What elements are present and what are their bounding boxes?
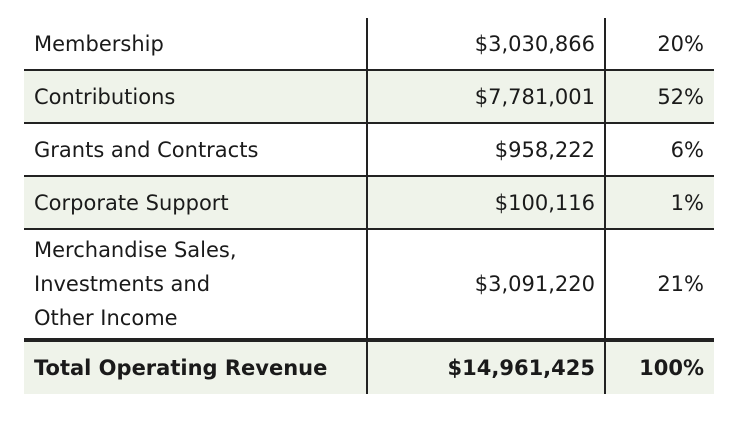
row-percent: 1% bbox=[605, 176, 714, 230]
row-percent: 6% bbox=[605, 123, 714, 177]
row-label: Membership bbox=[24, 18, 368, 71]
row-percent: 20% bbox=[605, 18, 714, 71]
row-label: Contributions bbox=[24, 70, 368, 124]
label-line: Investments and bbox=[34, 272, 211, 296]
table-row: Grants and Contracts $958,222 6% bbox=[24, 123, 714, 177]
row-amount: $3,030,866 bbox=[367, 18, 606, 71]
row-amount: $3,091,220 bbox=[367, 229, 606, 342]
label-line: Merchandise Sales, bbox=[34, 238, 237, 262]
table-body: Membership $3,030,866 20% Contributions $7,7… bbox=[24, 18, 714, 394]
label-line: Other Income bbox=[34, 306, 178, 330]
row-amount: $14,961,425 bbox=[367, 340, 606, 394]
row-label: Total Operating Revenue bbox=[24, 340, 368, 394]
row-percent: 52% bbox=[605, 70, 714, 124]
table-row: Contributions $7,781,001 52% bbox=[24, 70, 714, 124]
row-percent: 21% bbox=[605, 229, 714, 342]
row-amount: $958,222 bbox=[367, 123, 606, 177]
table-row: Membership $3,030,866 20% bbox=[24, 18, 714, 71]
row-label: Merchandise Sales, Investments and Other I… bbox=[24, 229, 368, 342]
row-label: Grants and Contracts bbox=[24, 123, 368, 177]
table-row: Merchandise Sales, Investments and Other I… bbox=[24, 229, 714, 342]
revenue-table: Membership $3,030,866 20% Contributions $7,7… bbox=[24, 18, 714, 394]
row-label: Corporate Support bbox=[24, 176, 368, 230]
table-row: Total Operating Revenue $14,961,425 100% bbox=[24, 340, 714, 394]
row-percent: 100% bbox=[605, 340, 714, 394]
table-row: Corporate Support $100,116 1% bbox=[24, 176, 714, 230]
row-amount: $100,116 bbox=[367, 176, 606, 230]
row-amount: $7,781,001 bbox=[367, 70, 606, 124]
